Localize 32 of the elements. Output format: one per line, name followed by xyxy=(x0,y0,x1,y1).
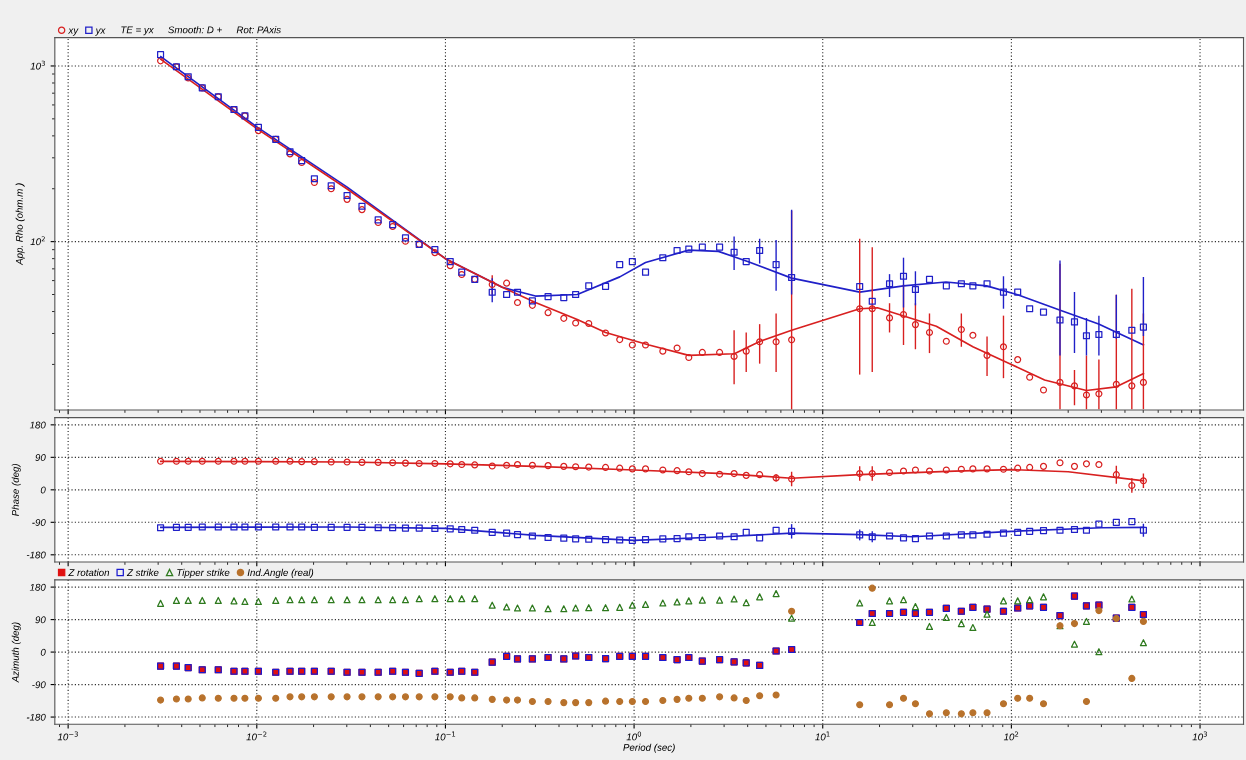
y-axis-title: Phase (deg) xyxy=(11,463,21,516)
y-tick-label: 0 xyxy=(40,486,46,494)
y-axis-title: Azimuth (deg) xyxy=(11,622,21,683)
legend-label: Z strike xyxy=(126,568,159,577)
x-tick-label: 10$^{−1}$ xyxy=(435,731,456,741)
text: Rot: PAxis xyxy=(236,26,281,34)
legend-label: xy xyxy=(68,28,79,36)
y-tick-label: -90 xyxy=(32,519,46,526)
y-tick-label: -90 xyxy=(32,681,46,689)
y-tick-label: -180 xyxy=(26,551,46,559)
y-tick-label: 180 xyxy=(29,583,46,591)
x-tick-label: 10$^{3}$ xyxy=(1192,731,1207,741)
y-tick-label: 10$^{2}$ xyxy=(30,236,45,246)
y-tick-label: 90 xyxy=(35,454,46,461)
legend-label: Ind.Angle (real) xyxy=(247,568,314,578)
x-tick-label: 10$^{2}$ xyxy=(1003,731,1019,741)
x-axis-title: Period (sec) xyxy=(623,743,675,753)
legend-label: Z rotation xyxy=(68,568,110,577)
x-tick-label: 10$^{1}$ xyxy=(815,731,830,741)
y-tick-label: 10$^{3}$ xyxy=(30,60,45,70)
x-tick-label: 10$^{0}$ xyxy=(626,731,642,741)
legend-label: Tipper strike xyxy=(177,568,230,578)
y-tick-label: 0 xyxy=(40,648,46,656)
legend-label: yx xyxy=(95,28,106,36)
y-tick-label: 180 xyxy=(29,421,46,429)
text: TE = yx xyxy=(121,26,154,36)
x-tick-label: 10$^{−3}$ xyxy=(57,731,78,741)
text: Smooth: D + xyxy=(168,26,222,34)
y-tick-label: 90 xyxy=(35,616,46,624)
x-tick-label: 10$^{−2}$ xyxy=(246,731,267,741)
y-axis-title: App. Rho (ohm.m ) xyxy=(15,183,25,266)
y-tick-label: -180 xyxy=(26,713,46,721)
